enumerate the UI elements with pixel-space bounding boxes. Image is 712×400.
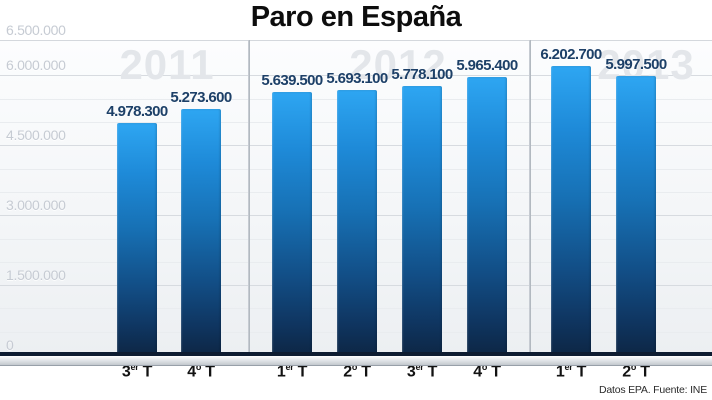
bar-value-label: 5.639.500	[261, 72, 323, 90]
x-axis-label-q2: 2o T	[622, 362, 650, 381]
bar-2012-q1	[272, 92, 312, 356]
x-axis-label-q1: 1er T	[555, 362, 587, 381]
year-group-separator	[529, 40, 531, 366]
chart-title: Paro en España	[250, 1, 462, 33]
y-tick-label: 4.500.000	[6, 127, 66, 144]
bar-2011-q3	[117, 123, 157, 356]
ordinal-suffix: er	[130, 362, 139, 372]
bar-2012-q2	[337, 89, 377, 356]
x-axis-label-q2: 2o T	[343, 362, 371, 381]
year-watermark: 2011	[119, 41, 215, 88]
y-tick-label: 1.500.000	[6, 267, 66, 284]
bar-value-label: 5.273.600	[170, 89, 232, 107]
bar-2013-q1	[551, 65, 591, 356]
ordinal-suffix: o	[481, 362, 488, 372]
bar-2012-q3	[402, 85, 442, 356]
x-axis-label-q1: 1er T	[276, 362, 308, 381]
year-group-separator	[248, 40, 250, 366]
bar-value-label: 5.965.400	[456, 57, 518, 74]
ordinal-suffix: er	[415, 362, 424, 372]
source-note: Datos EPA. Fuente: INE	[598, 384, 707, 396]
ordinal-suffix: o	[195, 362, 202, 372]
bar-value-label: 5.693.100	[326, 69, 388, 87]
bar-value-label: 5.997.500	[605, 55, 667, 73]
bar-value-label: 4.978.300	[106, 103, 168, 120]
axis-floor-strip	[0, 356, 712, 366]
x-axis-baseline	[0, 352, 712, 356]
ordinal-suffix: er	[285, 362, 294, 372]
x-axis-label-q3: 3er T	[121, 362, 153, 381]
ordinal-suffix: o	[630, 362, 637, 372]
x-axis-label-q3: 3er T	[406, 362, 438, 381]
bar-2013-q2	[616, 75, 656, 356]
ordinal-suffix: er	[564, 362, 573, 372]
bar-2012-q4	[467, 77, 507, 356]
y-tick-label: 6.500.000	[6, 22, 66, 38]
y-tick-label: 6.000.000	[6, 57, 66, 74]
x-axis-label-q4: 4o T	[187, 362, 215, 381]
y-tick-label: 3.000.000	[6, 197, 66, 214]
year-watermark: 2012	[349, 41, 447, 88]
ordinal-suffix: o	[351, 362, 358, 372]
y-tick-label: 0	[6, 337, 14, 353]
bar-value-label: 6.202.700	[540, 45, 602, 63]
bar-2011-q4	[181, 109, 221, 356]
bar-value-label: 5.778.100	[391, 65, 453, 83]
plot-top-border	[0, 40, 712, 41]
gridline-major	[0, 75, 712, 77]
x-axis-label-q4: 4o T	[473, 362, 501, 381]
